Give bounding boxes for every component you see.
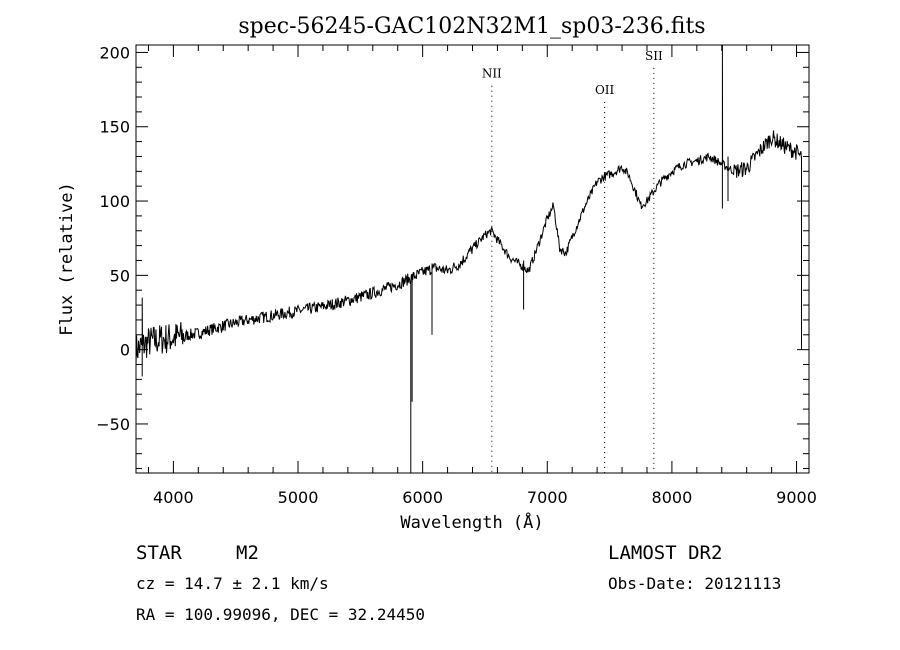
subclass: M2 [236, 542, 259, 564]
line-markers: NII OII SII [482, 49, 663, 473]
chart-title: spec-56245-GAC102N32M1_sp03-236.fits [238, 14, 705, 39]
x-tick-label: 7000 [527, 488, 568, 507]
x-tick-label: 6000 [402, 488, 443, 507]
obs-date: Obs-Date: 20121113 [608, 574, 781, 593]
y-tick-label: 200 [99, 43, 130, 62]
x-tick-label: 4000 [153, 488, 194, 507]
x-tick-label: 9000 [776, 488, 817, 507]
y-axis: −50 0 50 100 150 200 [96, 43, 809, 470]
y-tick-label: 0 [120, 341, 130, 360]
redshift-info: cz = 14.7 ± 2.1 km/s [136, 574, 329, 593]
y-axis-label: Flux (relative) [57, 182, 77, 336]
x-tick-label: 8000 [652, 488, 693, 507]
y-tick-label: −50 [96, 415, 130, 434]
line-marker-label: OII [595, 83, 615, 97]
x-axis: 4000 5000 6000 7000 8000 9000 [147, 45, 817, 507]
x-tick-label: 5000 [278, 488, 319, 507]
object-type: STAR [136, 542, 182, 564]
line-marker-label: SII [645, 49, 663, 63]
x-axis-label: Wavelength (Å) [400, 511, 543, 533]
survey-name: LAMOST DR2 [608, 542, 722, 564]
coordinates: RA = 100.99096, DEC = 32.24450 [136, 605, 425, 624]
line-marker-label: NII [482, 67, 502, 81]
y-tick-label: 150 [99, 118, 130, 137]
plot-frame [135, 44, 810, 474]
spectrum-line [135, 44, 802, 473]
y-tick-label: 50 [110, 266, 130, 285]
y-tick-label: 100 [99, 192, 130, 211]
